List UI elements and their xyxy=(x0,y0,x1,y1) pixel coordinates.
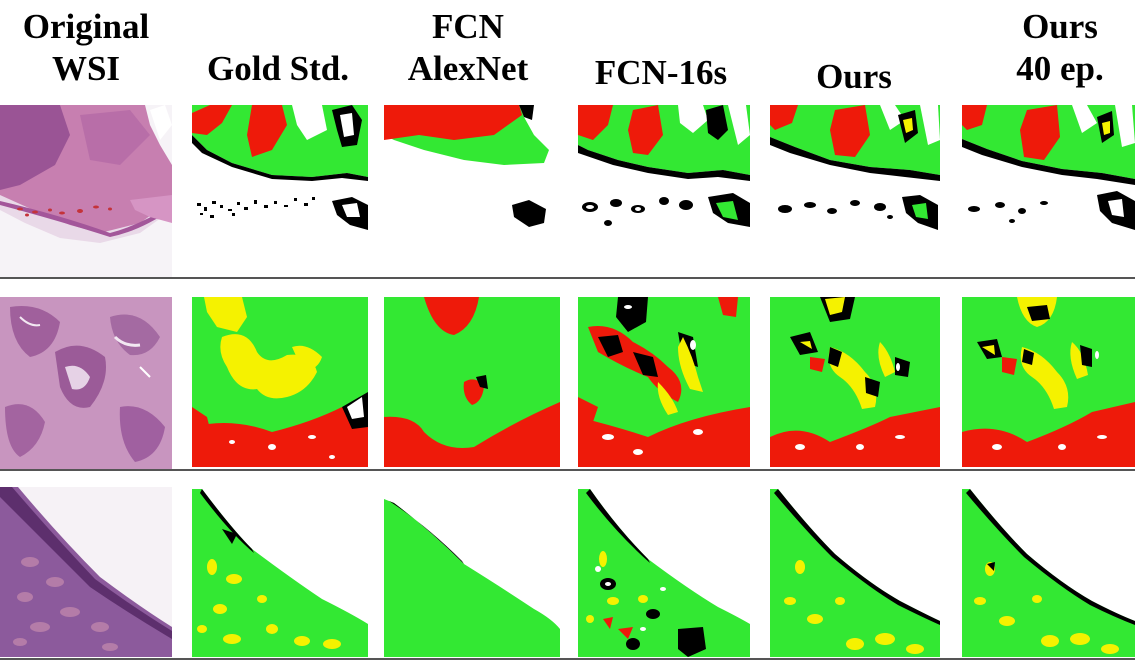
row2-fcn-alexnet xyxy=(384,297,560,467)
row2-fcn-16s xyxy=(578,297,750,467)
row1-ours xyxy=(770,105,940,275)
row1-ours-40ep xyxy=(962,105,1135,275)
header-line: Ours xyxy=(816,57,892,96)
segmentation-map xyxy=(578,297,750,467)
segmentation-map xyxy=(770,297,940,467)
row-separator xyxy=(0,469,1135,471)
tissue-image xyxy=(0,105,172,277)
row3-ours xyxy=(770,489,940,657)
header-line xyxy=(766,20,942,56)
row2-ours-40ep xyxy=(962,297,1135,467)
header-line: 40 ep. xyxy=(1016,49,1104,88)
row3-fcn-16s xyxy=(578,489,750,657)
row2-original-wsi xyxy=(0,297,172,469)
header-line: FCN-16s xyxy=(594,53,728,92)
segmentation-map xyxy=(384,297,560,467)
header-line: Ours xyxy=(1022,7,1098,46)
header-line: Gold Std. xyxy=(207,49,349,88)
row2-ours xyxy=(770,297,940,467)
segmentation-map xyxy=(578,105,750,275)
header-line: Original xyxy=(22,7,150,46)
header-original: Original WSI xyxy=(0,6,172,100)
segmentation-map xyxy=(578,489,750,657)
segmentation-map xyxy=(192,297,368,467)
tissue-image xyxy=(0,487,172,657)
row3-gold-std xyxy=(192,489,368,657)
row1-original-wsi xyxy=(0,105,172,277)
header-fcn-16s: FCN-16s xyxy=(576,14,746,108)
header-fcn-alexnet: FCN AlexNet xyxy=(383,6,553,100)
row1-gold-std xyxy=(192,105,368,275)
header-line: WSI xyxy=(51,49,121,88)
header-line xyxy=(190,6,366,48)
tissue-image xyxy=(0,297,172,469)
row3-fcn-alexnet xyxy=(384,489,560,657)
row1-fcn-alexnet xyxy=(384,105,560,275)
segmentation-map xyxy=(384,105,560,275)
row2-gold-std xyxy=(192,297,368,467)
header-line xyxy=(576,14,746,52)
row3-original-wsi xyxy=(0,487,172,657)
header-line: AlexNet xyxy=(407,49,529,88)
row3-ours-40ep xyxy=(962,489,1135,657)
segmentation-map xyxy=(962,297,1135,467)
segmentation-map xyxy=(192,105,368,275)
segmentation-map xyxy=(192,489,368,657)
segmentation-map xyxy=(384,489,560,657)
header-line: FCN xyxy=(432,7,504,46)
segmentation-map xyxy=(962,105,1135,275)
segmentation-map xyxy=(770,489,940,657)
header-ours-40: Ours 40 ep. xyxy=(960,6,1135,100)
row-separator xyxy=(0,658,1135,660)
header-ours: Ours xyxy=(766,20,942,114)
row-separator xyxy=(0,277,1135,279)
row1-fcn-16s xyxy=(578,105,750,275)
header-gold: Gold Std. xyxy=(190,6,366,100)
segmentation-map xyxy=(770,105,940,275)
segmentation-map xyxy=(962,489,1135,657)
